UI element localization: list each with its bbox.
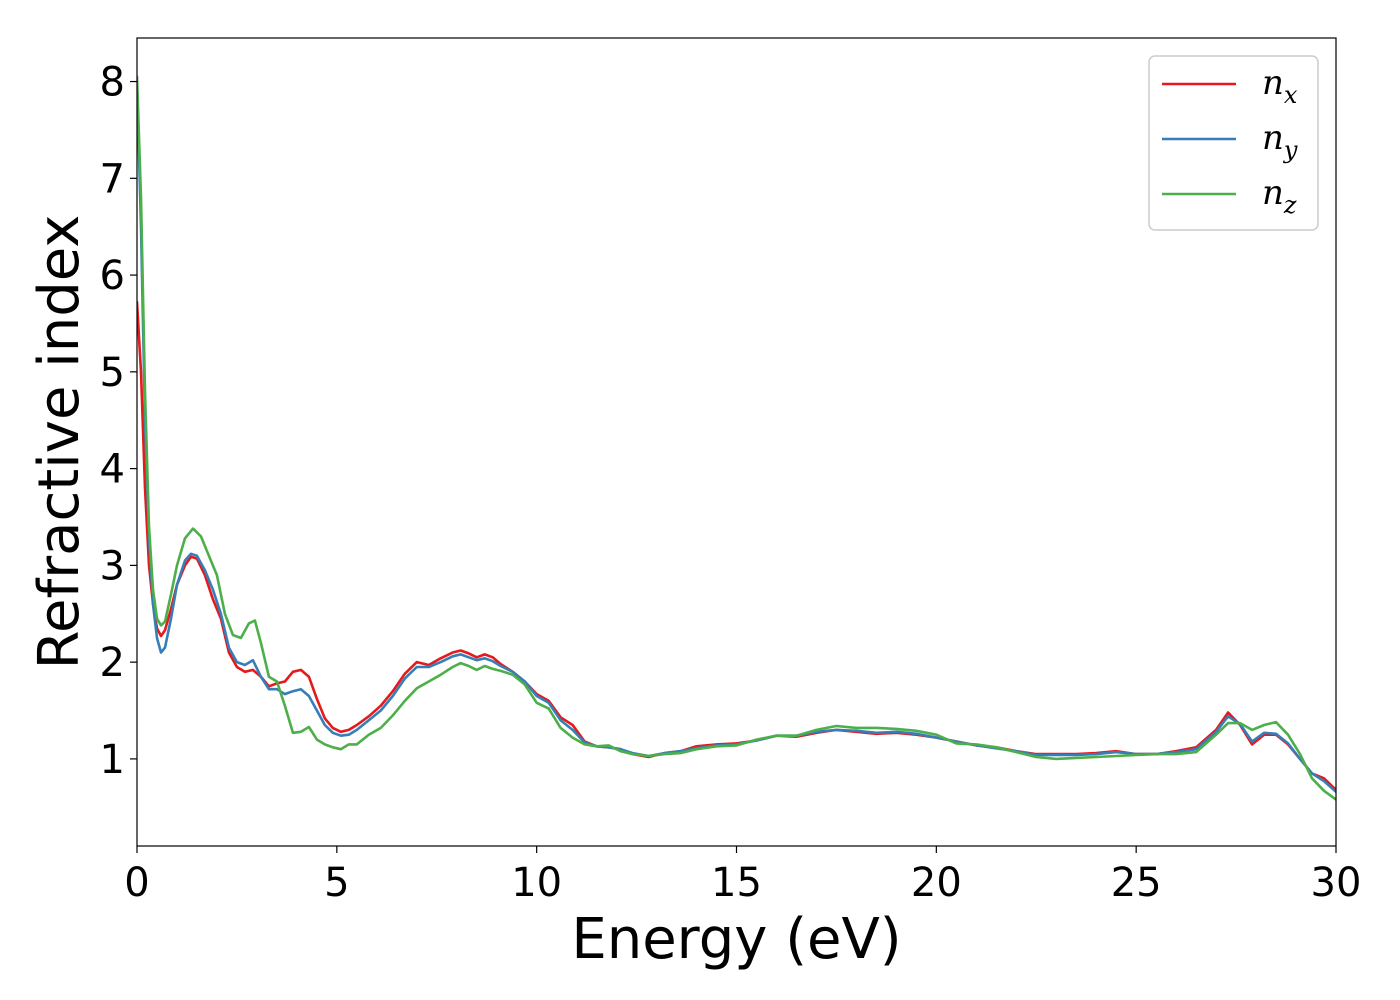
plot-area [137, 75, 1336, 801]
series-line-ny [137, 80, 1336, 794]
x-tick-label: 10 [511, 860, 562, 906]
y-tick-label: 3 [100, 543, 125, 589]
y-axis-ticks: 1 2 3 4 5 6 7 8 [100, 60, 137, 783]
x-tick-label: 20 [911, 860, 962, 906]
x-tick-label: 5 [324, 860, 349, 906]
legend-label-nz: nz [1262, 173, 1297, 219]
y-tick-label: 1 [100, 737, 125, 783]
plot-frame [136, 37, 1337, 847]
x-tick-label: 25 [1111, 860, 1162, 906]
legend-frame [1148, 55, 1319, 231]
x-tick-label: 30 [1311, 860, 1362, 906]
x-tick-label: 0 [124, 860, 149, 906]
y-tick-label: 7 [100, 156, 125, 202]
series-line-nz [137, 75, 1336, 801]
legend-label-nx: nx [1262, 63, 1298, 109]
x-axis-label: Energy (eV) [571, 907, 901, 972]
legend: nx ny nz [1148, 55, 1319, 231]
series-line-nx [137, 300, 1336, 792]
y-tick-label: 8 [100, 60, 125, 106]
y-tick-label: 4 [100, 447, 125, 493]
x-axis-ticks: 0 5 10 15 20 25 30 [124, 846, 1361, 906]
y-tick-label: 6 [100, 253, 125, 299]
legend-label-ny: ny [1262, 118, 1298, 164]
y-axis-label: Refractive index [27, 215, 92, 670]
y-tick-label: 2 [100, 640, 125, 686]
y-tick-label: 5 [100, 350, 125, 396]
x-tick-label: 15 [711, 860, 762, 906]
